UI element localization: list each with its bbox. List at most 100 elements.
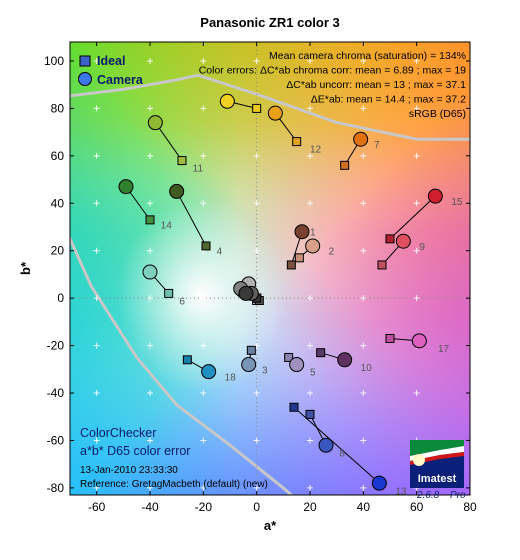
camera-marker-2	[305, 238, 321, 254]
grid-marker	[360, 200, 367, 207]
grid-marker	[253, 200, 260, 207]
grid-marker	[93, 247, 100, 254]
grid-marker	[147, 57, 153, 64]
patch-label-12: 12	[310, 145, 322, 156]
patch-label-15: 15	[451, 197, 463, 208]
grid-marker	[307, 342, 313, 349]
grid-marker	[93, 390, 100, 397]
stat-line-chroma-corr: Color errors: ΔC*ab chroma corr: mean = …	[199, 65, 466, 77]
stat-line-chroma: Mean camera chroma (saturation) = 134%	[269, 50, 466, 62]
grid-marker	[307, 57, 313, 64]
error-vector	[176, 191, 207, 247]
grid-marker	[360, 390, 367, 397]
ideal-marker-4	[201, 241, 211, 251]
x-tick-label: -60	[88, 500, 106, 514]
info-reference: Reference: GretagMacbeth (default) (new)	[80, 479, 268, 490]
ideal-marker-3	[246, 345, 256, 355]
camera-marker-11	[147, 115, 163, 131]
srgb-gamut-boundary	[70, 73, 470, 495]
grid-marker	[360, 295, 367, 302]
patch-label-17: 17	[438, 344, 450, 355]
stat-line-colorspace: sRGB (D65)	[409, 108, 466, 120]
ideal-marker-14	[145, 215, 155, 225]
grid-marker	[200, 484, 207, 491]
grid-marker	[93, 484, 100, 491]
info-timestamp: 13-Jan-2010 23:33:30	[80, 465, 178, 476]
camera-marker-7	[353, 131, 369, 147]
error-vector	[154, 122, 183, 161]
chart-info-block: ColorChecker a*b* D65 color error 13-Jan…	[80, 426, 268, 490]
patch-label-13: 13	[395, 486, 407, 497]
ideal-marker-13	[289, 402, 299, 412]
ideal-marker-1	[286, 260, 296, 270]
y-tick-label: 80	[51, 101, 65, 115]
camera-marker-9	[395, 233, 411, 249]
ideal-marker-15	[385, 234, 395, 244]
camera-markers	[118, 93, 443, 491]
chart-title: Panasonic ZR1 color 3	[200, 15, 339, 30]
grid-marker	[307, 295, 313, 302]
y-tick-label: -80	[47, 481, 65, 495]
ideal-marker-2	[294, 253, 304, 263]
grid-marker	[413, 57, 420, 64]
grid-marker	[200, 390, 207, 397]
patch-label-1: 1	[310, 228, 316, 239]
grid-marker	[253, 247, 260, 254]
camera-marker-5	[289, 357, 305, 373]
grid-marker	[147, 390, 153, 397]
camera-marker-12	[267, 105, 283, 121]
camera-marker-17	[411, 333, 427, 349]
grid-marker	[200, 295, 207, 302]
grid-marker	[253, 484, 260, 491]
ideal-marker-18	[182, 355, 192, 365]
legend-camera-label: Camera	[97, 73, 144, 87]
camera-marker-1	[294, 224, 310, 240]
grid-marker	[147, 342, 153, 349]
y-tick-label: 60	[51, 149, 65, 163]
grid-marker	[360, 105, 367, 112]
grid-marker	[307, 390, 313, 397]
ideal-marker-17	[385, 333, 395, 343]
grid-marker	[147, 105, 153, 112]
patch-label-5: 5	[310, 368, 316, 379]
y-tick-label: -60	[47, 433, 65, 447]
x-axis-label: a*	[264, 518, 277, 533]
ideal-marker-8	[305, 409, 315, 419]
patch-label-2: 2	[329, 247, 335, 258]
y-axis-ticks: -80 -60 -40 -20 0 20 40 60 80 100	[44, 54, 470, 495]
ideal-marker-12	[292, 137, 302, 147]
x-tick-label: 80	[463, 500, 477, 514]
grid-marker	[93, 342, 100, 349]
legend-ideal-swatch	[79, 55, 91, 67]
x-axis-ticks: -60 -40 -20 0 20 40 60 80	[88, 42, 477, 514]
grid-marker	[147, 152, 153, 159]
legend-ideal-label: Ideal	[97, 54, 126, 68]
grid-marker	[147, 247, 153, 254]
x-tick-label: 20	[303, 500, 317, 514]
x-tick-label: 0	[253, 500, 260, 514]
grid-marker	[200, 342, 207, 349]
grid-marker	[253, 342, 260, 349]
patch-label-9: 9	[419, 242, 425, 253]
camera-marker-16	[219, 93, 235, 109]
logo-edition: Pro	[450, 490, 466, 501]
grid-marker	[307, 105, 313, 112]
x-tick-label: 40	[357, 500, 371, 514]
logo-name: Imatest	[418, 473, 457, 485]
gamut-lower-boundary	[70, 235, 294, 495]
grid-marker	[253, 152, 260, 159]
grid-marker	[413, 295, 420, 302]
x-tick-label: -40	[141, 500, 159, 514]
camera-marker-13	[371, 475, 387, 491]
legend: Ideal Camera	[78, 54, 144, 87]
error-vector	[389, 195, 436, 240]
camera-marker-10	[337, 352, 353, 368]
y-tick-label: 100	[44, 54, 64, 68]
patch-label-8: 8	[339, 448, 345, 459]
patch-label-11: 11	[193, 164, 204, 175]
ideal-marker-7	[340, 160, 350, 170]
grid-marker	[253, 390, 260, 397]
camera-marker-18	[201, 364, 217, 380]
y-tick-label: -40	[47, 386, 65, 400]
